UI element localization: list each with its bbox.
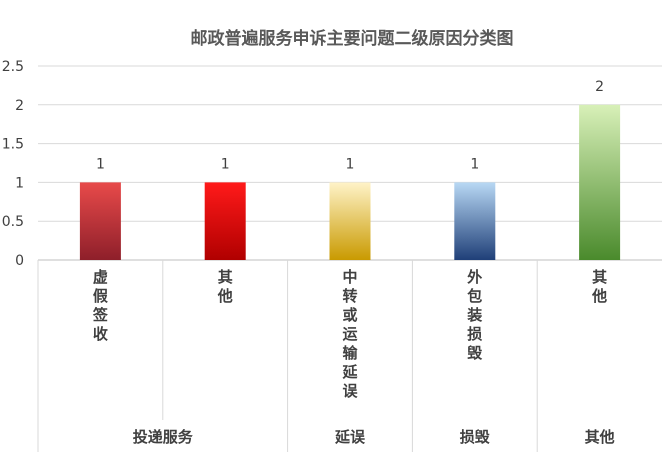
bar [579, 104, 621, 260]
bar [79, 182, 121, 260]
data-label: 1 [221, 156, 230, 172]
y-tick-label: 2 [15, 98, 24, 114]
chart-title: 邮政普遍服务申诉主要问题二级原因分类图 [191, 28, 514, 49]
data-labels: 1 1 1 1 2 [96, 79, 604, 173]
bar [204, 182, 246, 260]
group-label: 延误 [334, 428, 366, 446]
data-label: 1 [96, 156, 105, 172]
data-label: 2 [595, 79, 604, 95]
data-label: 1 [470, 156, 479, 172]
bar [329, 182, 371, 260]
group-label: 其他 [585, 428, 615, 446]
category-label: 其他 [217, 268, 233, 305]
category-label: 中转或运输延误 [341, 268, 358, 400]
group-label: 损毁 [460, 428, 491, 446]
y-axis-ticks: 0 0.5 1 1.5 2 2.5 [2, 59, 24, 269]
category-label: 其他 [591, 268, 607, 305]
group-label: 投递服务 [133, 428, 194, 446]
y-tick-label: 1.5 [2, 137, 24, 153]
bar [454, 182, 496, 260]
bars [79, 104, 621, 260]
y-tick-label: 1 [15, 175, 24, 191]
y-tick-label: 0 [15, 253, 24, 269]
y-tick-label: 2.5 [2, 59, 24, 75]
y-tick-label: 0.5 [2, 214, 24, 230]
category-label: 虚假签收 [92, 268, 109, 343]
category-label: 外包装损毁 [466, 268, 483, 362]
data-label: 1 [346, 156, 355, 172]
